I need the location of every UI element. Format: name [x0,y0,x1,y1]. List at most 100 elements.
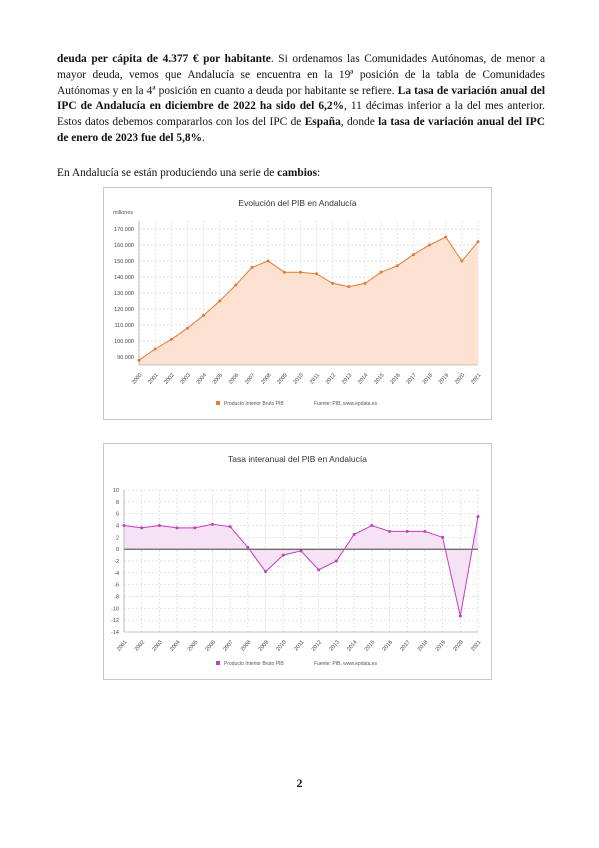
x-tick-label: 2000 [131,372,143,385]
legend-swatch [216,401,220,405]
x-tick-label: 2010 [275,639,287,652]
paragraph-cambios: En Andalucía se están produciendo una se… [57,166,545,182]
data-point [169,337,173,341]
x-tick-label: 2001 [147,372,159,385]
data-point [250,265,254,269]
paragraph2-run-2: : [317,167,321,179]
x-tick-label: 2015 [373,372,385,385]
paragraph1-run-6: la tasa de variación anual del IPC de en… [57,116,545,144]
chart-pib-evolution: Evolución del PIB en Andalucía millones 90… [103,187,492,420]
y-tick-label: 8 [116,500,119,506]
x-tick-label: 2011 [309,372,321,385]
x-tick-label: 2014 [346,639,358,652]
data-point [388,529,391,533]
data-point [157,524,161,527]
data-point [315,272,319,276]
data-point [299,549,303,553]
legend-label: Producto Interior Bruto PIB [224,401,284,407]
data-point [331,281,335,285]
chart-pib-evolution-svg: Evolución del PIB en Andalucía millones 90… [113,198,483,407]
x-tick-label: 2002 [163,372,175,385]
paragraph1-run-3: , 11 décimas inferior a la del mes anter… [57,100,545,129]
paragraph1-run-1: . Si ordenamos las Comunidades Autónomas… [57,53,545,97]
source-label: Fuente: PIB, www.epdata.es [314,401,378,407]
y-tick-label: -14 [111,630,119,636]
y-tick-label: 100.000 [114,339,134,345]
data-point [266,259,270,263]
data-point [246,545,250,549]
chart-title: Evolución del PIB en Andalucía [238,198,356,208]
paragraph1-run-2: La tasa de variación anual del IPC de An… [57,84,545,113]
data-point [122,524,126,527]
y-tick-label: 90.000 [117,355,134,361]
data-point [185,326,189,330]
x-tick-label: 2013 [341,372,353,385]
x-tick-label: 2002 [134,639,146,652]
y-tick-label: 160.000 [114,243,134,249]
x-tick-label: 2008 [260,372,272,385]
data-point [193,526,197,530]
data-point [444,235,448,239]
x-tick-label: 2003 [151,639,163,652]
x-tick-label: 2021 [470,639,482,652]
x-tick-label: 2005 [187,639,199,652]
x-tick-label: 2019 [438,372,450,385]
paragraph1-run-7: . [202,131,205,144]
y-tick-label: 6 [116,512,119,518]
x-tick-label: 2011 [293,639,305,652]
data-point [458,614,462,618]
data-point [379,270,383,274]
data-point [423,529,427,533]
paragraph1-run-4: España [304,116,341,129]
data-point [441,535,445,539]
y-axis-label: millones [113,210,133,216]
x-tick-label: 2010 [292,372,304,385]
x-tick-label: 2006 [205,639,217,652]
data-point [476,240,480,244]
chart-pib-growth-rate: Tasa interanual del PIB en Andalucía%-14… [103,443,492,680]
data-point [282,270,286,274]
y-tick-label: 130.000 [114,291,134,297]
y-tick-label: 2 [116,535,119,541]
data-point [411,253,415,257]
x-tick-label: 2017 [405,372,417,385]
x-tick-label: 2003 [179,372,191,385]
data-point [370,524,374,527]
data-point [281,553,285,557]
data-point [218,299,222,303]
x-tick-label: 2016 [382,639,394,652]
x-tick-label: 2015 [364,639,376,652]
paragraph1-run-5: , donde [340,116,379,129]
data-point [347,285,351,289]
x-tick-label: 2019 [435,639,447,652]
y-tick-label: 140.000 [114,275,134,281]
y-tick-label: 150.000 [114,259,134,265]
paragraph1-run-0: deuda per cápita de 4.377 € por habitant… [57,53,271,65]
data-point [211,522,214,526]
x-tick-label: 2012 [311,639,323,652]
x-tick-label: 2018 [422,372,434,385]
x-tick-label: 2007 [222,639,234,652]
x-tick-label: 2016 [389,372,401,385]
x-tick-label: 2013 [328,639,340,652]
y-tick-label: -10 [111,606,119,612]
data-point [352,532,356,536]
x-tick-label: 2018 [417,639,429,652]
data-point [428,243,432,247]
paragraph2-run-0: En Andalucía se están produciendo una se… [57,167,278,179]
y-tick-label: 120.000 [114,307,134,313]
data-point [476,515,480,519]
series-line [138,236,479,361]
y-tick-label: 4 [116,524,119,530]
data-point [334,559,338,563]
data-point [175,526,179,530]
data-point [405,529,409,533]
x-tick-label: 2021 [470,372,482,385]
data-point [202,313,206,317]
source-label: Fuente: PIB, www.epdata.es [314,661,378,667]
data-point [317,568,321,572]
x-tick-label: 2004 [169,639,181,652]
x-tick-label: 2005 [212,372,224,385]
x-tick-label: 2004 [196,372,208,385]
chart-title: Tasa interanual del PIB en Andalucía [228,454,367,464]
